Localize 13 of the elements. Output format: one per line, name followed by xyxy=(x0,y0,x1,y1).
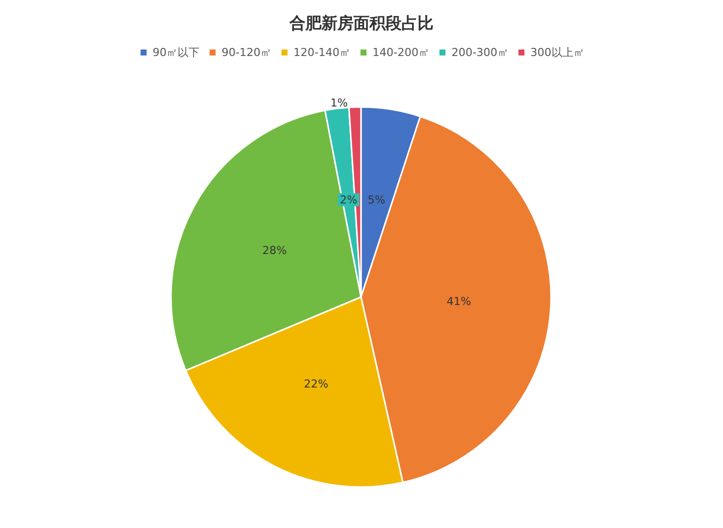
data-label: 1% xyxy=(330,96,348,110)
chart-title: 合肥新房面积段占比 xyxy=(288,14,434,32)
data-label: 41% xyxy=(446,295,472,308)
data-label: 2% xyxy=(340,193,358,206)
data-label: 22% xyxy=(304,378,328,391)
data-label: 28% xyxy=(262,244,287,258)
legend-label: 90㎡以下 xyxy=(152,46,200,59)
legend-label: 120-140㎡ xyxy=(294,46,351,59)
legend-label: 90-120㎡ xyxy=(222,46,272,59)
legend-label: 140-200㎡ xyxy=(372,46,430,59)
legend-label: 200-300㎡ xyxy=(451,46,508,59)
data-label: 5% xyxy=(368,194,386,207)
legend-label: 300以上㎡ xyxy=(530,46,584,59)
